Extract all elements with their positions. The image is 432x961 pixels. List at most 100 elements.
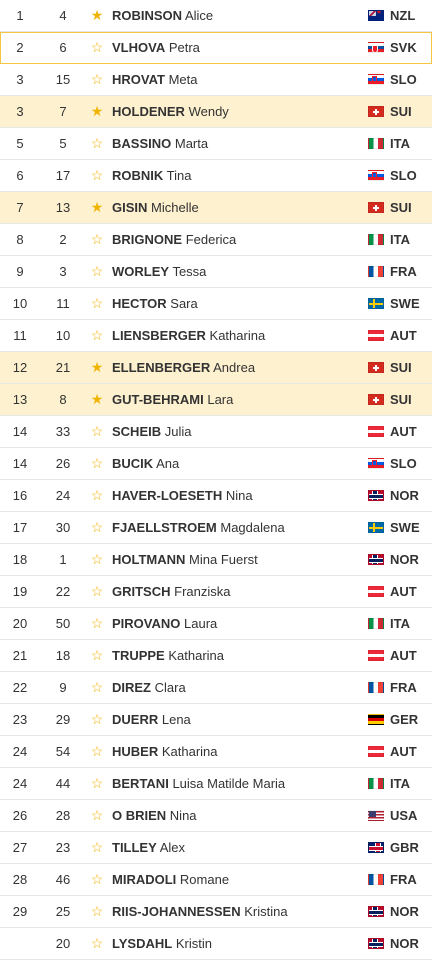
result-row[interactable]: 8 2 ☆ BRIGNONE Federica ITA [0,224,432,256]
athlete-name[interactable]: HOLDENER Wendy [108,104,368,119]
athlete-name[interactable]: VLHOVA Petra [108,40,368,55]
nation-code: GER [390,712,419,727]
result-row[interactable]: 6 17 ☆ ROBNIK Tina SLO [0,160,432,192]
result-row[interactable]: 2 6 ☆ VLHOVA Petra SVK [0,32,432,64]
favorite-star-icon[interactable]: ☆ [90,423,104,439]
athlete-name[interactable]: BRIGNONE Federica [108,232,368,247]
favorite-star-icon[interactable]: ★ [90,103,104,119]
favorite-star-icon[interactable]: ☆ [90,647,104,663]
athlete-name[interactable]: ROBINSON Alice [108,8,368,23]
result-row[interactable]: 12 21 ★ ELLENBERGER Andrea SUI [0,352,432,384]
athlete-name[interactable]: ROBNIK Tina [108,168,368,183]
athlete-name[interactable]: BASSINO Marta [108,136,368,151]
favorite-star-icon[interactable]: ☆ [90,455,104,471]
favorite-star-icon[interactable]: ☆ [90,583,104,599]
result-row[interactable]: 27 23 ☆ TILLEY Alex GBR [0,832,432,864]
result-row[interactable]: 17 30 ☆ FJAELLSTROEM Magdalena SWE [0,512,432,544]
flag-icon [368,682,384,693]
favorite-star-icon[interactable]: ☆ [90,615,104,631]
result-row[interactable]: 21 18 ☆ TRUPPE Katharina AUT [0,640,432,672]
result-row[interactable]: 3 15 ☆ HROVAT Meta SLO [0,64,432,96]
result-row[interactable]: 18 1 ☆ HOLTMANN Mina Fuerst NOR [0,544,432,576]
favorite-star-icon[interactable]: ★ [90,359,104,375]
result-row[interactable]: 3 7 ★ HOLDENER Wendy SUI [0,96,432,128]
nation-code: GBR [390,840,419,855]
athlete-name[interactable]: ELLENBERGER Andrea [108,360,368,375]
athlete-name[interactable]: MIRADOLI Romane [108,872,368,887]
rank: 19 [12,584,28,599]
result-row[interactable]: 20 50 ☆ PIROVANO Laura ITA [0,608,432,640]
result-row[interactable]: 24 54 ☆ HUBER Katharina AUT [0,736,432,768]
favorite-star-icon[interactable]: ☆ [90,935,104,951]
athlete-name[interactable]: WORLEY Tessa [108,264,368,279]
result-row[interactable]: 11 10 ☆ LIENSBERGER Katharina AUT [0,320,432,352]
athlete-name[interactable]: GUT-BEHRAMI Lara [108,392,368,407]
athlete-name[interactable]: DUERR Lena [108,712,368,727]
athlete-name[interactable]: FJAELLSTROEM Magdalena [108,520,368,535]
favorite-star-icon[interactable]: ☆ [90,487,104,503]
favorite-star-icon[interactable]: ★ [90,199,104,215]
athlete-name[interactable]: BUCIK Ana [108,456,368,471]
favorite-star-icon[interactable]: ☆ [90,839,104,855]
athlete-name[interactable]: LYSDAHL Kristin [108,936,368,951]
result-row[interactable]: 28 46 ☆ MIRADOLI Romane FRA [0,864,432,896]
athlete-name[interactable]: HOLTMANN Mina Fuerst [108,552,368,567]
result-row[interactable]: 23 29 ☆ DUERR Lena GER [0,704,432,736]
result-row[interactable]: 24 44 ☆ BERTANI Luisa Matilde Maria ITA [0,768,432,800]
favorite-star-icon[interactable]: ☆ [90,327,104,343]
favorite-star-icon[interactable]: ☆ [90,71,104,87]
athlete-name[interactable]: TRUPPE Katharina [108,648,368,663]
favorite-star-icon[interactable]: ☆ [90,711,104,727]
result-row[interactable]: 16 24 ☆ HAVER-LOESETH Nina NOR [0,480,432,512]
favorite-star-icon[interactable]: ☆ [90,743,104,759]
result-row[interactable]: 7 13 ★ GISIN Michelle SUI [0,192,432,224]
athlete-name[interactable]: DIREZ Clara [108,680,368,695]
favorite-star-icon[interactable]: ☆ [90,295,104,311]
result-row[interactable]: 20 ☆ LYSDAHL Kristin NOR [0,928,432,960]
athlete-name[interactable]: RIIS-JOHANNESSEN Kristina [108,904,368,919]
athlete-name[interactable]: O BRIEN Nina [108,808,368,823]
athlete-name[interactable]: HAVER-LOESETH Nina [108,488,368,503]
athlete-name[interactable]: HROVAT Meta [108,72,368,87]
rank: 13 [12,392,28,407]
rank: 2 [16,40,24,55]
favorite-star-icon[interactable]: ☆ [90,519,104,535]
athlete-name[interactable]: GISIN Michelle [108,200,368,215]
favorite-star-icon[interactable]: ☆ [90,231,104,247]
favorite-star-icon[interactable]: ☆ [90,39,104,55]
athlete-name[interactable]: GRITSCH Franziska [108,584,368,599]
athlete-name[interactable]: PIROVANO Laura [108,616,368,631]
result-row[interactable]: 9 3 ☆ WORLEY Tessa FRA [0,256,432,288]
result-row[interactable]: 19 22 ☆ GRITSCH Franziska AUT [0,576,432,608]
favorite-star-icon[interactable]: ☆ [90,807,104,823]
athlete-name[interactable]: SCHEIB Julia [108,424,368,439]
result-row[interactable]: 14 26 ☆ BUCIK Ana SLO [0,448,432,480]
favorite-star-icon[interactable]: ☆ [90,551,104,567]
athlete-first-name: Ana [156,456,180,471]
result-row[interactable]: 26 28 ☆ O BRIEN Nina USA [0,800,432,832]
favorite-star-icon[interactable]: ☆ [90,903,104,919]
athlete-last-name: HOLDENER [112,104,185,119]
favorite-star-icon[interactable]: ☆ [90,263,104,279]
athlete-name[interactable]: LIENSBERGER Katharina [108,328,368,343]
athlete-name[interactable]: HUBER Katharina [108,744,368,759]
rank: 14 [12,424,28,439]
favorite-star-icon[interactable]: ☆ [90,135,104,151]
result-row[interactable]: 10 11 ☆ HECTOR Sara SWE [0,288,432,320]
favorite-star-icon[interactable]: ★ [90,7,104,23]
favorite-star-icon[interactable]: ★ [90,391,104,407]
result-row[interactable]: 13 8 ★ GUT-BEHRAMI Lara SUI [0,384,432,416]
favorite-star-icon[interactable]: ☆ [90,679,104,695]
result-row[interactable]: 5 5 ☆ BASSINO Marta ITA [0,128,432,160]
result-row[interactable]: 14 33 ☆ SCHEIB Julia AUT [0,416,432,448]
athlete-name[interactable]: BERTANI Luisa Matilde Maria [108,776,368,791]
athlete-name[interactable]: TILLEY Alex [108,840,368,855]
favorite-star-icon[interactable]: ☆ [90,871,104,887]
athlete-name[interactable]: HECTOR Sara [108,296,368,311]
favorite-star-icon[interactable]: ☆ [90,167,104,183]
result-row[interactable]: 22 9 ☆ DIREZ Clara FRA [0,672,432,704]
favorite-star-icon[interactable]: ☆ [90,775,104,791]
result-row[interactable]: 29 25 ☆ RIIS-JOHANNESSEN Kristina NOR [0,896,432,928]
result-row[interactable]: 1 4 ★ ROBINSON Alice NZL [0,0,432,32]
athlete-first-name: Katharina [168,648,225,663]
